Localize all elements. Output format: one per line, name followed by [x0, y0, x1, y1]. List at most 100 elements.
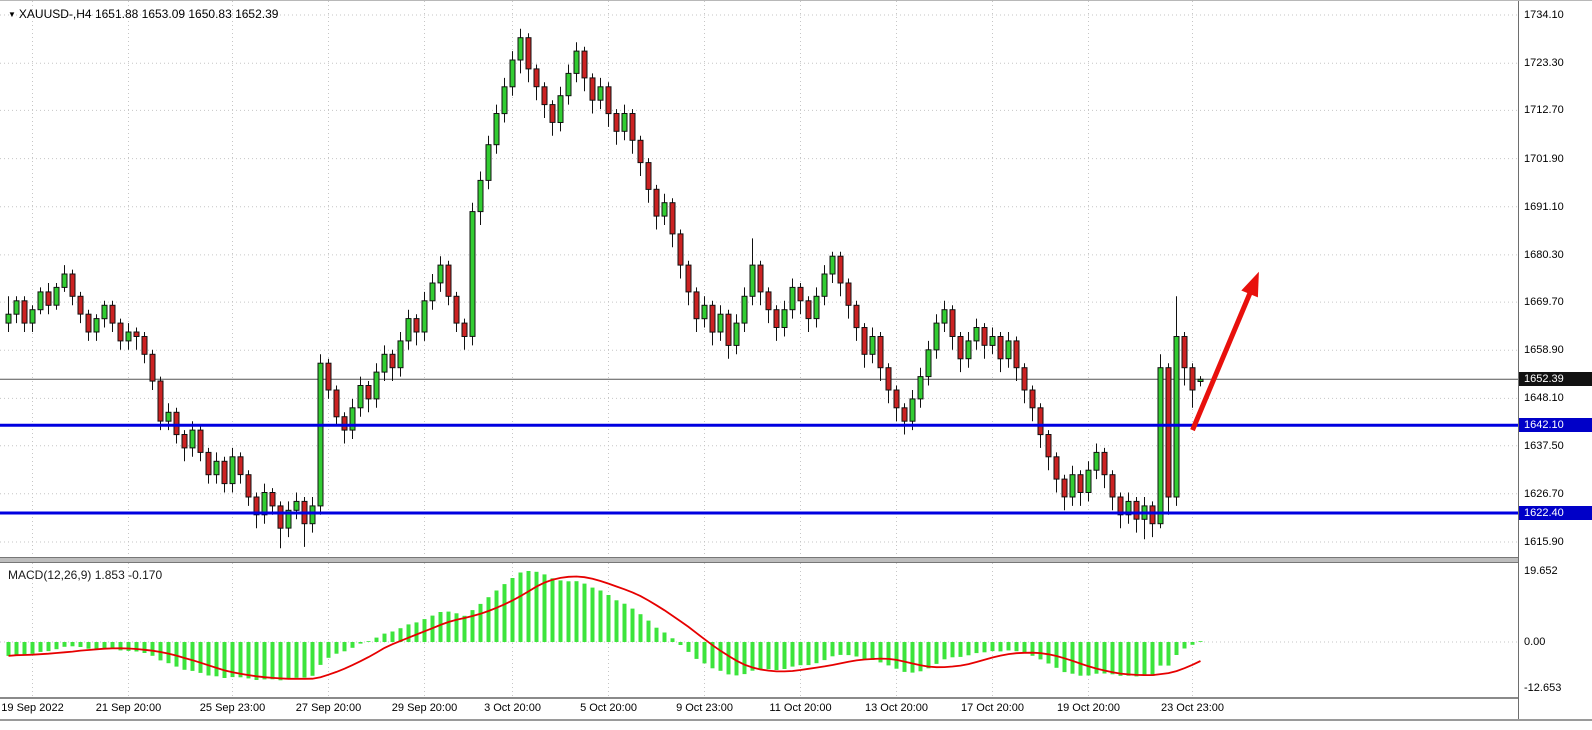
- candle-body: [373, 371, 380, 400]
- macd-bar: [798, 642, 803, 666]
- macd-bar: [862, 642, 867, 660]
- macd-bar: [118, 642, 123, 651]
- level-price-badge: 1642.10: [1519, 418, 1592, 432]
- candle-body: [1085, 469, 1092, 494]
- candle-body: [461, 322, 468, 338]
- level-price-badge: 1622.40: [1519, 506, 1592, 520]
- candle-body: [1125, 500, 1132, 516]
- macd-bar: [46, 642, 51, 652]
- candle-body: [1149, 505, 1156, 525]
- candle-body: [997, 336, 1004, 360]
- macd-bar: [518, 572, 523, 642]
- candle-body: [1029, 389, 1036, 409]
- candle-body: [861, 327, 868, 355]
- candle-body: [269, 492, 276, 507]
- candle-body: [413, 318, 420, 333]
- time-axis-label: 27 Sep 20:00: [295, 702, 362, 714]
- macd-main-value: 1.853: [94, 568, 125, 582]
- macd-signal-line: [8, 575, 1201, 680]
- macd-grid: [0, 563, 1518, 697]
- candle-body: [677, 233, 684, 266]
- candle-body: [125, 331, 132, 342]
- macd-bar: [1094, 642, 1099, 674]
- macd-bar: [214, 642, 219, 677]
- candle-body: [837, 255, 844, 284]
- candle-body: [381, 353, 388, 373]
- candle-body: [925, 349, 932, 378]
- symbol-timeframe-label: XAUUSD-,H4: [18, 7, 92, 21]
- macd-panel-svg[interactable]: [0, 563, 1518, 697]
- macd-bar: [30, 642, 35, 654]
- time-axis-label: 19 Sep 2022: [1, 702, 64, 714]
- macd-bar: [134, 642, 139, 652]
- candle-body: [693, 291, 700, 320]
- candle-body: [325, 362, 332, 391]
- candle-body: [981, 327, 988, 346]
- macd-bar: [638, 614, 643, 642]
- macd-bar: [254, 642, 259, 680]
- candle-body: [765, 291, 772, 311]
- macd-bar: [94, 642, 99, 649]
- candle-body: [893, 389, 900, 409]
- candle-body: [877, 336, 884, 369]
- candle-body: [1165, 367, 1172, 498]
- trend-arrow[interactable]: [1190, 271, 1259, 432]
- macd-bar: [1142, 642, 1147, 676]
- candle-body: [437, 264, 444, 284]
- candle-body: [189, 429, 196, 449]
- macd-axis-label: 19.652: [1524, 565, 1558, 577]
- candles-layer: [5, 28, 1204, 549]
- macd-bar: [726, 642, 731, 675]
- macd-bar: [382, 633, 387, 642]
- candle-body: [581, 50, 588, 79]
- macd-bar: [302, 642, 307, 678]
- candle-body: [69, 273, 76, 297]
- macd-axis-label: 0.00: [1524, 636, 1546, 648]
- candle-body: [149, 353, 156, 382]
- candle-body: [405, 318, 412, 342]
- macd-bar: [1078, 642, 1083, 676]
- macd-bar: [1030, 642, 1035, 656]
- macd-bar: [502, 584, 507, 642]
- macd-bar: [326, 642, 331, 658]
- macd-bar: [846, 642, 851, 656]
- time-axis[interactable]: 19 Sep 2022 21 Sep 20:00 25 Sep 23:00 27 Se…: [0, 699, 1518, 719]
- macd-bar: [1134, 642, 1139, 677]
- price-axis[interactable]: 1734.10 1723.30 1712.70 1701.90 1691.10 1680.…: [1518, 1, 1592, 719]
- macd-bar: [342, 642, 347, 652]
- candle-body: [357, 385, 364, 409]
- macd-signal-value: -0.170: [128, 568, 163, 582]
- macd-bar: [830, 642, 835, 657]
- candle-body: [1053, 456, 1060, 480]
- panel-splitter[interactable]: [0, 557, 1592, 563]
- macd-bar: [918, 642, 923, 672]
- macd-bar: [1158, 642, 1163, 666]
- symbol-dropdown-icon[interactable]: ▼: [8, 10, 16, 19]
- main-chart-svg[interactable]: [0, 1, 1518, 557]
- macd-bar: [438, 612, 443, 642]
- macd-bar: [22, 642, 27, 655]
- macd-bar: [1046, 642, 1051, 664]
- macd-bar: [14, 642, 19, 655]
- candle-body: [477, 179, 484, 213]
- macd-bar: [454, 613, 459, 642]
- macd-bar: [558, 580, 563, 642]
- candle-body: [541, 86, 548, 106]
- macd-bar: [38, 642, 43, 652]
- candle-body: [213, 460, 220, 476]
- macd-bar: [78, 642, 83, 647]
- candle-body: [973, 327, 980, 342]
- candle-body: [901, 407, 908, 422]
- macd-bar: [990, 642, 995, 652]
- macd-bar: [190, 642, 195, 671]
- price-axis-label: 1680.30: [1524, 249, 1564, 261]
- macd-bar: [646, 620, 651, 642]
- macd-bar: [542, 574, 547, 642]
- candle-body: [229, 456, 236, 485]
- macd-bar: [606, 595, 611, 642]
- candle-body: [989, 336, 996, 346]
- candle-body: [341, 416, 348, 431]
- macd-bar: [510, 578, 515, 642]
- candle-body: [365, 385, 372, 400]
- candle-body: [285, 509, 292, 529]
